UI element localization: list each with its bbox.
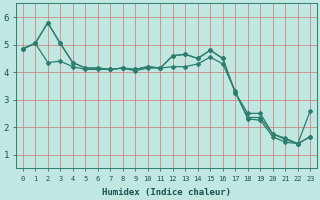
X-axis label: Humidex (Indice chaleur): Humidex (Indice chaleur) [102,188,231,197]
